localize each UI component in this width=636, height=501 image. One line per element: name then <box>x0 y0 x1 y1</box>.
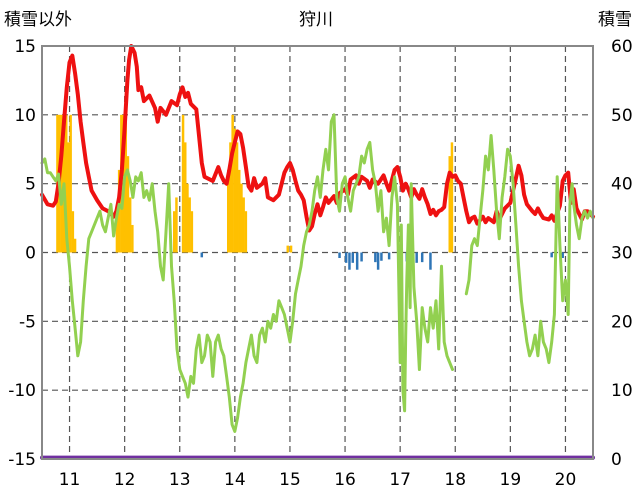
x-tick-label: 17 <box>389 470 411 490</box>
snow-bar <box>450 142 454 253</box>
snow-bar <box>415 252 418 263</box>
snow-bar <box>338 252 341 259</box>
snow-bar <box>175 197 178 253</box>
x-tick-label: 11 <box>59 470 81 490</box>
snow-bar <box>73 238 77 253</box>
snow-bar <box>387 252 391 260</box>
snow-bar <box>115 211 119 253</box>
snow-bar <box>233 128 237 253</box>
x-tick-label: 13 <box>169 470 191 490</box>
x-tick-label: 12 <box>114 470 136 490</box>
snow-bar <box>380 252 383 261</box>
left-tick-label: 0 <box>25 244 36 264</box>
snow-bar <box>67 142 70 253</box>
x-tick-label: 18 <box>444 470 466 490</box>
snow-bar <box>429 252 432 270</box>
snow-bar <box>374 252 377 263</box>
x-tick-label: 14 <box>224 470 246 490</box>
snow-bar <box>190 211 194 253</box>
snow-bar <box>289 245 293 253</box>
snow-bar <box>242 197 245 253</box>
snow-bar <box>344 252 348 263</box>
snow-bar <box>238 169 241 253</box>
snow-bar <box>200 252 204 258</box>
x-tick-label: 16 <box>334 470 356 490</box>
snow-bar <box>231 114 234 253</box>
snow-bar <box>235 142 239 253</box>
x-tick-label: 20 <box>555 470 577 490</box>
right-tick-label: 30 <box>611 244 633 264</box>
left-tick-label: 5 <box>25 175 36 195</box>
right-axis-label: 積雪 <box>598 10 632 30</box>
left-axis-label: 積雪以外 <box>4 10 72 30</box>
snow-bar <box>173 211 176 253</box>
snow-bar <box>186 183 189 253</box>
snow-bar <box>131 224 134 253</box>
snow-bar <box>65 114 68 253</box>
snow-bar <box>188 197 191 253</box>
snow-bar <box>348 252 351 270</box>
snow-bar <box>550 252 553 258</box>
snow-bar <box>561 252 564 259</box>
snow-bar <box>286 245 289 253</box>
right-tick-label: 0 <box>611 450 622 470</box>
series-line-green <box>464 134 595 365</box>
snow-bar <box>71 211 75 253</box>
plot-frame <box>41 45 594 460</box>
snow-bar <box>376 252 380 270</box>
right-tick-label: 20 <box>611 312 633 332</box>
chart-title: 狩川 <box>299 10 333 30</box>
snow-bar <box>124 114 127 253</box>
right-tick-label: 60 <box>611 37 633 57</box>
series-line-green <box>40 113 454 433</box>
right-tick-label: 50 <box>611 106 633 126</box>
snow-bar <box>128 197 132 253</box>
x-tick-label: 19 <box>500 470 522 490</box>
snow-bar <box>244 211 248 253</box>
right-tick-label: 10 <box>611 381 633 401</box>
snow-bar <box>240 183 243 253</box>
series-lines <box>40 44 595 460</box>
series-line-red <box>40 44 595 233</box>
snow-bar <box>360 252 363 262</box>
snow-bar <box>448 156 451 253</box>
snow-bar <box>226 169 230 253</box>
left-tick-label: 15 <box>14 37 36 57</box>
left-tick-label: -5 <box>19 312 36 332</box>
snow-bar <box>126 156 130 253</box>
snow-bar <box>229 142 232 253</box>
x-tick-label: 15 <box>279 470 301 490</box>
snow-bar <box>69 114 72 253</box>
left-tick-label: -10 <box>8 381 36 401</box>
right-tick-label: 40 <box>611 175 633 195</box>
snow-bar <box>184 142 187 253</box>
left-tick-label: -15 <box>8 450 36 470</box>
snow-bar <box>60 114 64 253</box>
snow-bar <box>355 252 359 270</box>
snow-bar <box>351 252 355 263</box>
snow-bar <box>420 252 424 263</box>
snow-bar <box>181 114 185 253</box>
left-tick-label: 10 <box>14 106 36 126</box>
